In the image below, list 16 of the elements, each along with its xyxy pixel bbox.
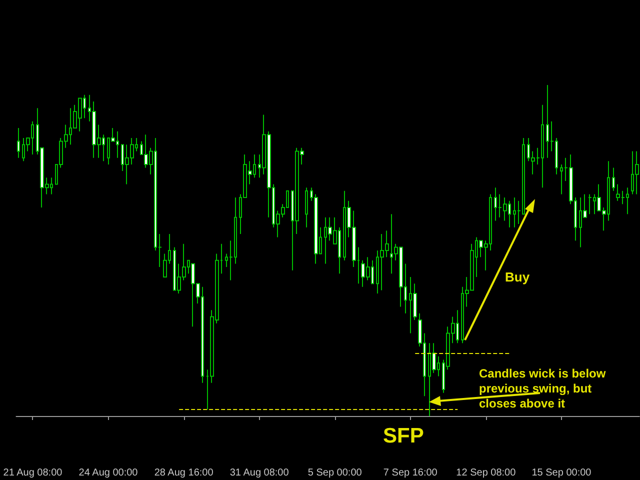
x-tick-label: 12 Sep 08:00 [456, 468, 516, 478]
candlestick [612, 167, 615, 192]
candlestick [635, 150, 639, 195]
x-tick-label: 15 Sep 00:00 [532, 468, 592, 478]
annotation: Candles wick is below previous swing, but closes above it [479, 366, 610, 410]
x-tick-label: 5 Sep 00:00 [308, 468, 362, 478]
candlestick [305, 187, 308, 228]
x-tick-label: 24 Aug 00:00 [78, 468, 138, 478]
candlestick [588, 194, 592, 215]
x-tick-label: 31 Aug 08:00 [230, 468, 290, 478]
x-tick-label: 28 Aug 16:00 [154, 468, 214, 478]
x-tick-label: 21 Aug 08:00 [3, 468, 63, 478]
candlestick [17, 128, 20, 158]
annotation: Buy [505, 270, 530, 284]
text: SFP [383, 424, 424, 448]
x-tick-label: 7 Sep 16:00 [383, 468, 438, 478]
